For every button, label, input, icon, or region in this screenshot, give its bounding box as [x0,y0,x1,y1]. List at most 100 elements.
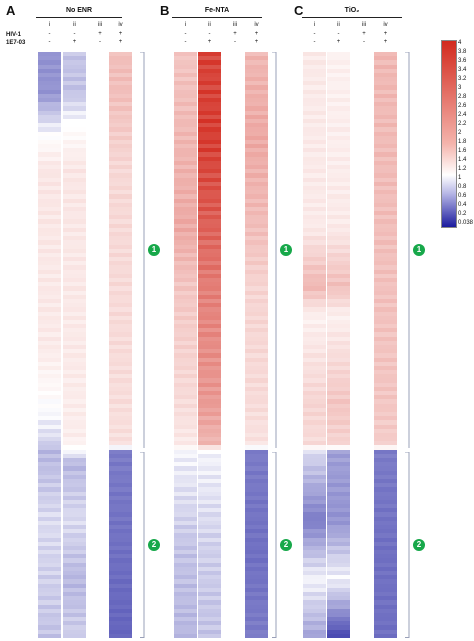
heatmap-cell [38,483,61,488]
heatmap-cell [109,118,132,124]
heatmap-cell [38,139,61,145]
heatmap-cell [303,441,326,446]
heatmap-cell [63,72,86,78]
heatmap-cell [174,512,197,517]
heatmap-cell [174,361,197,367]
heatmap-cell [198,269,221,275]
heatmap-cell [374,604,397,610]
column-label: i [184,22,187,28]
heatmap-cell [174,424,197,430]
heatmap-cell [63,319,86,325]
heatmap-cell [245,491,268,497]
heatmap-cell [109,307,132,312]
heatmap-cell [245,118,268,124]
heatmap-cell [174,365,197,371]
heatmap-cell [109,617,132,622]
heatmap-cell [198,520,221,526]
heatmap-cell [109,202,132,208]
heatmap-cell [198,219,221,224]
column-compound-flag: - [234,39,236,45]
heatmap-cell [109,499,132,505]
heatmap-cell [38,286,61,291]
heatmap-cell [198,395,221,400]
heatmap-cell [374,537,397,543]
heatmap-cell [174,495,197,501]
heatmap-cell [109,545,132,551]
heatmap-cell [327,583,350,589]
heatmap-cell [38,328,61,333]
heatmap-cell [38,357,61,363]
heatmap-cell [109,608,132,614]
heatmap-cell [38,579,61,584]
heatmap-cell [198,558,221,564]
heatmap-cell [38,89,61,95]
heatmap-cell [198,432,221,438]
heatmap-cell [38,190,61,195]
heatmap-cell [198,541,221,547]
heatmap-cell [174,324,197,329]
heatmap-cell [38,474,61,480]
heatmap-cell [63,257,86,262]
heatmap-cell [38,206,61,212]
heatmap-cell [109,382,132,388]
heatmap-cell [63,361,86,367]
heatmap-cell [327,361,350,367]
heatmap-cell [327,127,350,132]
heatmap-cell [63,340,86,346]
heatmap-cell [327,625,350,631]
heatmap-cell [327,403,350,409]
heatmap-cell [303,114,326,120]
heatmap-cell [327,177,350,183]
heatmap-cell [303,273,326,279]
heatmap-cell [303,169,326,174]
heatmap-cell [63,550,86,555]
heatmap-cell [198,445,221,451]
heatmap-cell [327,508,350,513]
heatmap-cell [327,156,350,162]
heatmap-cell [109,466,132,471]
heatmap-cell [245,474,268,480]
heatmap-cell [245,545,268,551]
heatmap-cell [198,391,221,396]
heatmap-cell [38,185,61,191]
heatmap-cell [63,621,86,626]
heatmap-cell [174,587,197,593]
heatmap-cell [38,223,61,229]
heatmap-cell [245,587,268,593]
heatmap-cell [303,587,326,593]
heatmap-cell [109,483,132,488]
heatmap-cell [109,365,132,371]
heatmap-cell [303,416,326,421]
heatmap-cell [245,160,268,166]
heatmap-cell [303,215,326,220]
heatmap-cell [374,211,397,216]
heatmap-cell [174,432,197,438]
heatmap-cell [327,206,350,212]
heatmap-cell [303,495,326,501]
heatmap-cell [245,524,268,530]
heatmap-cell [109,399,132,404]
heatmap-cell [327,261,350,266]
heatmap-cell [109,424,132,430]
heatmap-cell [198,554,221,559]
heatmap-cell [245,504,268,509]
heatmap-cell [38,135,61,141]
heatmap-cell [198,261,221,266]
heatmap-cell [245,386,268,392]
heatmap-cell [327,516,350,522]
heatmap-cell [327,298,350,304]
heatmap-cell [174,56,197,61]
heatmap-cell [109,529,132,534]
heatmap-cell [198,407,221,413]
heatmap-cell [63,169,86,174]
heatmap-cell [245,357,268,363]
heatmap-cell [245,462,268,467]
column-label: iii [233,22,237,28]
heatmap-cell [245,382,268,388]
heatmap-cell [63,52,86,57]
heatmap-cell [38,123,61,128]
heatmap-cell [303,612,326,618]
heatmap-cell [303,148,326,153]
heatmap-cell [245,139,268,145]
heatmap-cell [327,68,350,74]
